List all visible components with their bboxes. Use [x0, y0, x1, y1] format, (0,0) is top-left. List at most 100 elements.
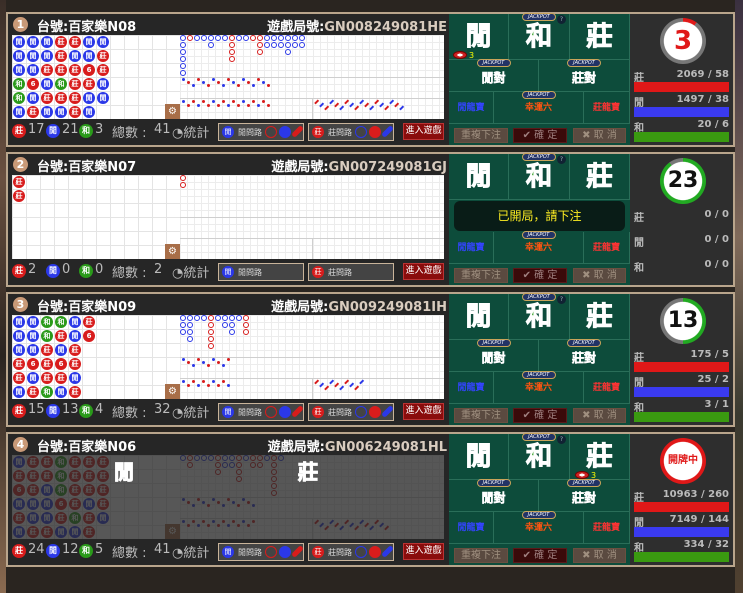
ask-cockroach-icon — [291, 125, 304, 138]
game-id-value: GN008249081HE — [324, 20, 447, 35]
bet-lucky-six[interactable]: 幸運六 JACKPOT — [494, 231, 584, 264]
bet-player-dragon[interactable]: 閒龍寶 — [449, 92, 494, 124]
small-road-mark — [222, 380, 225, 383]
bet-player[interactable]: 閒 — [449, 294, 509, 340]
stats-button[interactable]: ◔統計 — [172, 402, 209, 421]
player-ask-road-button[interactable]: 閒閒問路 — [218, 403, 304, 421]
banker-ask-road-button[interactable]: 莊莊問路 — [308, 403, 394, 421]
big-road-mark — [236, 35, 242, 41]
banker-ask-road-button[interactable]: 莊莊問路 — [308, 263, 394, 281]
banker-ask-icon: 莊 — [312, 126, 324, 138]
bet-banker-label: 莊 — [586, 22, 613, 52]
bet-banker-label: 莊 — [586, 162, 613, 192]
bead-result: 閒 — [97, 92, 109, 104]
banker-ask-road-button[interactable]: 莊莊問路 — [308, 543, 394, 561]
bet-lucky-six[interactable]: 幸運六 JACKPOT — [494, 91, 584, 124]
player-ask-road-button[interactable]: 閒閒問路 — [218, 123, 304, 141]
big-eye-mark — [202, 361, 205, 364]
confirm-button[interactable]: ✔ 確 定 — [513, 268, 567, 283]
stats-button[interactable]: ◔統計 — [172, 262, 209, 281]
bet-player-pair[interactable]: 閒對 JACKPOT — [449, 59, 539, 92]
enter-game-button[interactable]: 進入遊戲 — [403, 543, 444, 560]
enter-game-button[interactable]: 進入遊戲 — [403, 403, 444, 420]
enter-game-button[interactable]: 進入遊戲 — [403, 263, 444, 280]
bet-player-dragon[interactable]: 閒龍寶 — [449, 512, 494, 544]
bet-lucky-six[interactable]: 幸運六 JACKPOT — [494, 511, 584, 544]
big-road-mark — [271, 35, 277, 41]
help-icon[interactable]: ? — [557, 155, 566, 164]
big-road-mark — [222, 315, 228, 321]
confirm-button[interactable]: ✔ 確 定 — [513, 408, 567, 423]
cancel-button[interactable]: ✖ 取 消 — [573, 408, 626, 423]
bet-tie[interactable]: 和 JACKPOT? — [509, 13, 570, 60]
betting-board: 閒和 JACKPOT? 莊閒對 JACKPOT 莊對 JACKPOT 閒龍寶 幸運六 JACKP… — [449, 433, 630, 565]
bet-player-pair[interactable]: 閒對 JACKPOT — [449, 339, 539, 372]
road-settings-icon[interactable]: ⚙ — [165, 384, 180, 399]
cockroach-mark — [394, 102, 399, 108]
help-icon[interactable]: ? — [557, 15, 566, 24]
bet-banker-dragon[interactable]: 莊龍寶 — [584, 512, 630, 544]
player-count: 12 — [62, 542, 79, 557]
repeat-bet-button[interactable]: 重複下注 — [454, 128, 508, 143]
bead-result: 閒 — [27, 50, 39, 62]
ask-cockroach-icon — [291, 545, 304, 558]
bet-banker-pair[interactable]: 莊對 JACKPOT — [539, 59, 630, 92]
bet-player-dragon[interactable]: 閒龍寶 — [449, 232, 494, 264]
bet-banker-dragon[interactable]: 莊龍寶 — [584, 232, 630, 264]
bead-result: 莊 — [83, 316, 95, 328]
bet-banker-dragon[interactable]: 莊龍寶 — [584, 92, 630, 124]
bet-banker-dragon[interactable]: 莊龍寶 — [584, 372, 630, 404]
table-stats: 開牌中莊 10963 / 260 閒 7149 / 144 和 334 / 32 — [630, 434, 733, 565]
bet-banker[interactable]: 莊 — [570, 294, 630, 340]
bead-result: 莊 — [69, 386, 81, 398]
big-eye-mark — [212, 78, 215, 81]
player-ask-road-button[interactable]: 閒閒問路 — [218, 263, 304, 281]
banker-ask-label: 莊問路 — [328, 548, 352, 557]
road-divider — [312, 238, 313, 259]
stat-value: 0 / 0 — [704, 234, 729, 245]
stats-label: 統計 — [183, 266, 210, 281]
bet-banker-pair[interactable]: 莊對 JACKPOT — [539, 339, 630, 372]
banker-ask-road-button[interactable]: 莊莊問路 — [308, 123, 394, 141]
road-settings-icon[interactable]: ⚙ — [165, 104, 180, 119]
repeat-bet-button[interactable]: 重複下注 — [454, 408, 508, 423]
bet-lucky-six-label: 幸運六 — [524, 243, 552, 253]
total-count: 32 — [154, 402, 171, 417]
bet-lucky-six[interactable]: 幸運六 JACKPOT — [494, 371, 584, 404]
stats-button[interactable]: ◔統計 — [172, 122, 209, 141]
bet-tie[interactable]: 和 JACKPOT? — [509, 153, 570, 200]
confirm-button[interactable]: ✔ 確 定 — [513, 548, 567, 563]
cancel-button[interactable]: ✖ 取 消 — [573, 128, 626, 143]
bet-banker-dragon-label: 莊龍寶 — [592, 103, 620, 113]
big-road-mark — [180, 49, 186, 55]
bet-player-pair[interactable]: 閒對 JACKPOT — [449, 479, 539, 512]
bead-result: 6 — [27, 358, 39, 370]
cancel-button[interactable]: ✖ 取 消 — [573, 548, 626, 563]
player-ask-road-button[interactable]: 閒閒問路 — [218, 543, 304, 561]
enter-game-button[interactable]: 進入遊戲 — [403, 123, 444, 140]
bet-banker[interactable]: 莊 — [570, 14, 630, 60]
bet-banker-pair[interactable]: 莊對 JACKPOT — [539, 479, 630, 512]
bet-player-dragon[interactable]: 閒龍寶 — [449, 372, 494, 404]
stats-button[interactable]: ◔統計 — [172, 542, 209, 561]
confirm-button[interactable]: ✔ 確 定 — [513, 128, 567, 143]
bet-tie[interactable]: 和 JACKPOT? — [509, 293, 570, 340]
small-road-mark — [217, 104, 220, 107]
small-road-mark — [262, 100, 265, 103]
jackpot-badge: JACKPOT — [522, 293, 556, 301]
road-settings-icon[interactable]: ⚙ — [165, 244, 180, 259]
bead-result: 閒 — [27, 36, 39, 48]
repeat-bet-button[interactable]: 重複下注 — [454, 548, 508, 563]
bet-player[interactable]: 閒 — [449, 154, 509, 200]
help-icon[interactable]: ? — [557, 435, 566, 444]
big-eye-mark — [227, 78, 230, 81]
bet-tie[interactable]: 和 JACKPOT? — [509, 433, 570, 480]
bet-banker[interactable]: 莊 — [570, 154, 630, 200]
total-label: 總數 : — [112, 266, 147, 281]
cancel-button[interactable]: ✖ 取 消 — [573, 268, 626, 283]
repeat-bet-button[interactable]: 重複下注 — [454, 268, 508, 283]
bet-player[interactable]: 閒 — [449, 434, 509, 480]
help-icon[interactable]: ? — [557, 295, 566, 304]
table-header: 2 台號:百家樂N07 遊戲局號:GN007249081GJ — [8, 154, 449, 175]
